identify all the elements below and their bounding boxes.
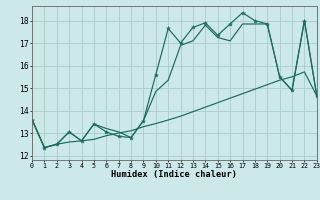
X-axis label: Humidex (Indice chaleur): Humidex (Indice chaleur) bbox=[111, 170, 237, 179]
